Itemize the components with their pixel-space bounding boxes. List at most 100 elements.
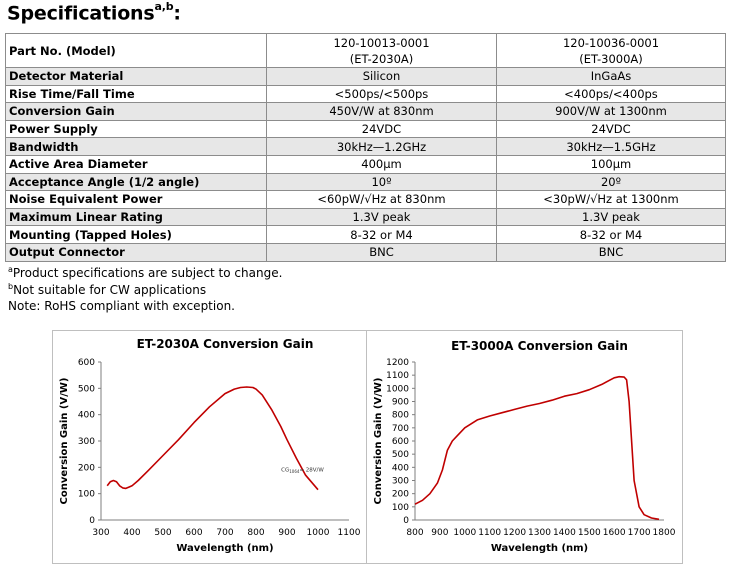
- model-name: (ET-3000A): [579, 51, 643, 66]
- model-name: (ET-2030A): [349, 51, 414, 66]
- y-tick-label: 500: [392, 450, 409, 460]
- value-cell: 450V/W at 830nm: [266, 102, 497, 121]
- chart-title: ET-3000A Conversion Gain: [451, 339, 628, 353]
- footnote-text: Not suitable for CW applications: [13, 283, 207, 297]
- y-tick-label: 400: [392, 463, 409, 473]
- x-tick-label: 1700: [628, 528, 651, 538]
- x-tick-label: 800: [247, 528, 264, 538]
- x-axis-label: Wavelength (nm): [491, 543, 588, 554]
- table-row: Power Supply 24VDC 24VDC: [5, 119, 726, 139]
- y-tick-label: 300: [392, 477, 409, 487]
- x-tick-label: 1000: [307, 528, 330, 538]
- value-cell: 1.3V peak: [266, 207, 497, 227]
- x-tick-label: 800: [406, 528, 423, 538]
- y-tick-label: 600: [78, 358, 95, 368]
- param-cell: Acceptance Angle (1/2 angle): [5, 172, 267, 192]
- table-row: Mounting (Tapped Holes) 8-32 or M4 8-32 or…: [5, 225, 726, 244]
- x-tick-label: 1200: [503, 528, 526, 538]
- param-cell: Mounting (Tapped Holes): [5, 225, 267, 244]
- param-cell: Part No. (Model): [5, 33, 267, 68]
- value-cell: 100µm: [496, 154, 726, 174]
- value-cell: 120-10036-0001 (ET-3000A): [496, 33, 726, 68]
- y-tick-label: 0: [403, 516, 409, 526]
- param-cell: Power Supply: [5, 119, 267, 139]
- value-cell: 30kHz—1.5GHz: [496, 137, 726, 156]
- y-tick-label: 200: [78, 463, 95, 473]
- x-tick-label: 600: [185, 528, 202, 538]
- value-cell: 8-32 or M4: [266, 225, 497, 244]
- table-row: Noise Equivalent Power <60pW/√Hz at 830nm…: [5, 190, 726, 209]
- chart-et2030a: ET-2030A Conversion Gain 300 400 500 600 700 8…: [52, 330, 371, 564]
- value-cell: Silicon: [266, 67, 497, 86]
- x-tick-label: 1600: [603, 528, 626, 538]
- value-cell: 1.3V peak: [496, 207, 726, 227]
- footnote-mark: b: [8, 282, 14, 291]
- y-tick-label: 300: [78, 437, 95, 447]
- y-tick-label: 400: [78, 411, 95, 421]
- table-row: Detector Material Silicon InGaAs: [5, 67, 726, 86]
- footnote-a: aProduct specifications are subject to c…: [8, 265, 282, 280]
- x-tick-label: 400: [123, 528, 140, 538]
- x-tick-label: 500: [154, 528, 171, 538]
- series-line: [414, 375, 660, 521]
- y-tick-label: 1100: [386, 371, 409, 381]
- chart-et2030a-svg: ET-2030A Conversion Gain 300 400 500 600 700 8…: [59, 337, 361, 554]
- table-row: Acceptance Angle (1/2 angle) 10º 20º: [5, 172, 726, 192]
- value-cell: <500ps/<500ps: [266, 84, 497, 104]
- part-number: 120-10013-0001: [333, 35, 430, 50]
- x-tick-label: 1100: [478, 528, 501, 538]
- page-title: Specificationsa,b:: [7, 0, 181, 25]
- chart-annotation: CG1064= 28V/W: [281, 467, 324, 474]
- rohs-note: Note: RoHS compliant with exception.: [8, 299, 235, 313]
- value-cell: BNC: [266, 242, 497, 262]
- y-tick-label: 800: [392, 411, 409, 421]
- param-cell: Bandwidth: [5, 137, 267, 156]
- value-cell: 24VDC: [266, 119, 497, 139]
- x-tick-label: 1800: [653, 528, 676, 538]
- value-cell: 900V/W at 1300nm: [496, 102, 726, 121]
- x-tick-label: 300: [92, 528, 109, 538]
- value-cell: <400ps/<400ps: [496, 84, 726, 104]
- y-tick-label: 900: [392, 398, 409, 408]
- param-cell: Rise Time/Fall Time: [5, 84, 267, 104]
- table-row: Rise Time/Fall Time <500ps/<500ps <400ps/<…: [5, 84, 726, 104]
- table-row: Bandwidth 30kHz—1.2GHz 30kHz—1.5GHz: [5, 137, 726, 156]
- value-cell: <30pW/√Hz at 1300nm: [496, 190, 726, 209]
- x-tick-label: 1500: [578, 528, 601, 538]
- table-row: Output Connector BNC BNC: [5, 242, 726, 262]
- value-cell: <60pW/√Hz at 830nm: [266, 190, 497, 209]
- y-tick-label: 1000: [386, 384, 409, 394]
- value-cell: 10º: [266, 172, 497, 192]
- y-axis-label: Conversion Gain (V/W): [59, 378, 70, 505]
- value-cell: 120-10013-0001 (ET-2030A): [266, 33, 497, 68]
- x-axis-label: Wavelength (nm): [176, 543, 273, 554]
- param-cell: Active Area Diameter: [5, 154, 267, 174]
- value-cell: BNC: [496, 242, 726, 262]
- title-colon: :: [173, 2, 181, 25]
- chart-title: ET-2030A Conversion Gain: [137, 337, 314, 351]
- y-axis-label: Conversion Gain (V/W): [373, 378, 384, 505]
- x-tick-label: 700: [216, 528, 233, 538]
- y-tick-label: 200: [392, 490, 409, 500]
- table-row: Conversion Gain 450V/W at 830nm 900V/W at …: [5, 102, 726, 121]
- specifications-table: Part No. (Model) 120-10013-0001 (ET-2030A…: [5, 33, 726, 262]
- title-superscript: a,b: [154, 0, 174, 13]
- table-row: Maximum Linear Rating 1.3V peak 1.3V peak: [5, 207, 726, 227]
- x-tick-label: 1300: [528, 528, 551, 538]
- chart-et3000a: ET-3000A Conversion Gain 800 900 1000 1100 12…: [366, 330, 683, 564]
- param-cell: Conversion Gain: [5, 102, 267, 121]
- part-number: 120-10036-0001: [562, 35, 660, 50]
- y-tick-label: 100: [78, 490, 95, 500]
- footnote-b: bNot suitable for CW applications: [8, 282, 206, 297]
- value-cell: 8-32 or M4: [496, 225, 726, 244]
- param-cell: Noise Equivalent Power: [5, 190, 267, 209]
- value-cell: InGaAs: [496, 67, 726, 86]
- table-row: Active Area Diameter 400µm 100µm: [5, 154, 726, 174]
- param-cell: Detector Material: [5, 67, 267, 86]
- x-tick-label: 1400: [553, 528, 576, 538]
- x-tick-label: 1100: [338, 528, 361, 538]
- y-tick-label: 600: [392, 437, 409, 447]
- title-text: Specifications: [7, 2, 155, 25]
- param-cell: Output Connector: [5, 242, 267, 262]
